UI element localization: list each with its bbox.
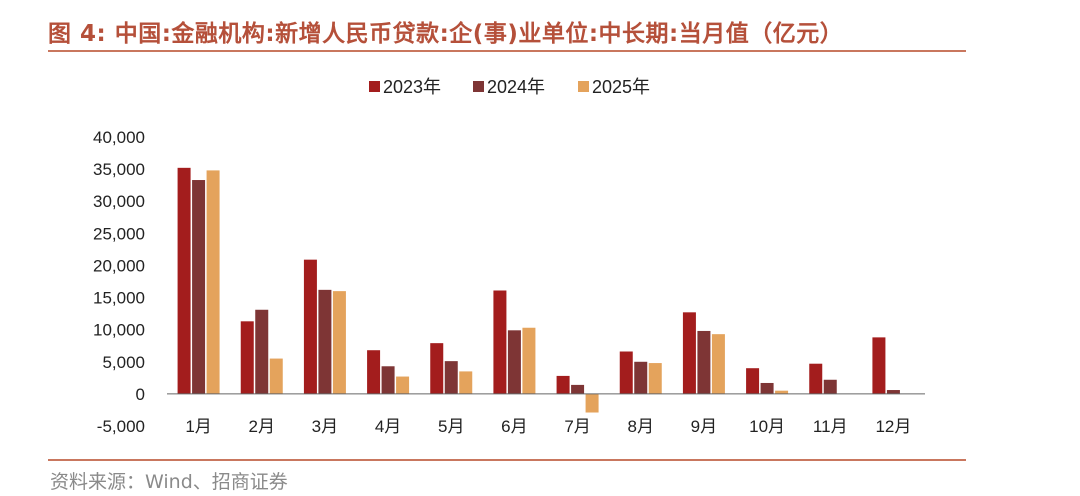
bar-2024年-3月: [318, 289, 332, 394]
source-divider: [48, 459, 966, 461]
bar-2024年-7月: [571, 384, 585, 394]
bar-2023年-1月: [177, 167, 191, 394]
bar-2023年-11月: [809, 363, 823, 394]
bar-2025年-8月: [648, 363, 662, 394]
bar-2025年-4月: [396, 376, 410, 394]
x-tick-label: 8月: [628, 417, 654, 436]
x-tick-label: 7月: [564, 417, 590, 436]
y-axis: 40,000 35,000 30,000 25,000 20,000 15,000 10,0…: [93, 128, 145, 436]
bar-2023年-2月: [240, 321, 254, 394]
y-tick-label: 25,000: [93, 224, 145, 243]
y-tick-label: 40,000: [93, 128, 145, 147]
bar-2023年-8月: [619, 351, 633, 394]
x-tick-label: 10月: [749, 417, 785, 436]
bar-2025年-1月: [206, 170, 220, 394]
legend-label: 2024年: [487, 77, 545, 97]
x-tick-label: 11月: [813, 417, 848, 436]
bar-2023年-12月: [872, 337, 886, 394]
bar-2025年-6月: [522, 327, 536, 394]
x-tick-label: 4月: [375, 417, 401, 436]
bar-2024年-10月: [760, 382, 774, 394]
bar-2023年-9月: [682, 312, 696, 394]
x-tick-label: 9月: [691, 417, 717, 436]
x-tick-label: 12月: [875, 417, 911, 436]
y-tick-label: 35,000: [93, 160, 145, 179]
legend-swatch: [578, 81, 589, 92]
x-tick-label: 1月: [185, 417, 211, 436]
bar-2024年-9月: [697, 330, 711, 394]
bar-2023年-3月: [303, 259, 317, 394]
bar-2024年-5月: [444, 361, 458, 394]
source-note: 资料来源：Wind、招商证券: [50, 471, 288, 493]
bar-2025年-5月: [459, 371, 473, 394]
bar-2025年-10月: [775, 390, 789, 394]
legend: 2023年 2024年 2025年: [369, 77, 650, 97]
x-axis: 1月 2月 3月 4月 5月 6月 7月 8月 9月 10月 11月 12月: [185, 417, 911, 436]
bar-2023年-6月: [493, 290, 507, 394]
legend-swatch: [473, 81, 484, 92]
chart-title: 图 4: 中国:金融机构:新增人民币贷款:企(事)业单位:中长期:当月值（亿元）: [48, 21, 844, 47]
legend-swatch: [369, 81, 380, 92]
bar-2025年-3月: [332, 291, 346, 394]
legend-label: 2023年: [383, 77, 441, 97]
bar-2024年-11月: [823, 379, 837, 394]
title-divider: [48, 50, 966, 52]
y-tick-label: 20,000: [93, 256, 145, 275]
y-tick-label: -5,000: [97, 417, 145, 436]
x-tick-label: 2月: [249, 417, 275, 436]
x-tick-label: 5月: [438, 417, 464, 436]
bar-2023年-5月: [430, 343, 444, 394]
bar-2024年-4月: [381, 366, 395, 394]
y-tick-label: 5,000: [102, 353, 145, 372]
bar-2023年-7月: [556, 375, 570, 394]
y-tick-label: 30,000: [93, 192, 145, 211]
bars: [177, 167, 900, 413]
bar-2025年-2月: [269, 358, 283, 394]
bar-2025年-9月: [711, 334, 725, 394]
bar-2023年-4月: [367, 350, 381, 394]
bar-2024年-8月: [634, 361, 648, 394]
y-tick-label: 0: [136, 385, 145, 404]
bar-2024年-12月: [886, 390, 900, 394]
bar-2024年-6月: [507, 330, 521, 394]
y-tick-label: 10,000: [93, 321, 145, 340]
x-tick-label: 6月: [501, 417, 527, 436]
x-tick-label: 3月: [312, 417, 338, 436]
bar-2024年-1月: [192, 180, 206, 394]
bar-2024年-2月: [255, 309, 269, 394]
y-tick-label: 15,000: [93, 289, 145, 308]
bar-2023年-10月: [746, 368, 760, 394]
legend-label: 2025年: [592, 77, 650, 97]
bar-2025年-7月: [585, 393, 599, 413]
